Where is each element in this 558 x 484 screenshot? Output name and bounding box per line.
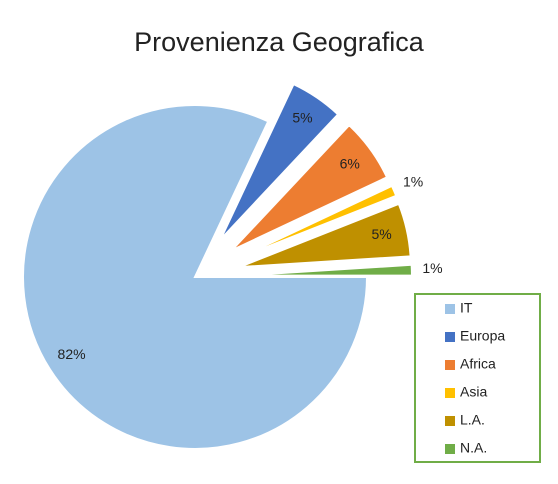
legend-swatch: [445, 360, 455, 370]
pie-slice: [230, 123, 389, 252]
legend-swatch: [445, 444, 455, 454]
data-label: 82%: [58, 346, 86, 362]
data-label: 5%: [371, 226, 391, 242]
legend-label: IT: [460, 300, 473, 316]
pie-slice: [235, 184, 398, 261]
legend-label: Europa: [460, 328, 505, 344]
data-label: 1%: [403, 173, 423, 189]
legend-swatch: [445, 332, 455, 342]
legend-label: Asia: [460, 384, 487, 400]
chart-title: Provenienza Geografica: [134, 27, 425, 57]
legend-swatch: [445, 388, 455, 398]
legend-label: L.A.: [460, 412, 485, 428]
legend-box: [414, 293, 541, 463]
data-label: 5%: [292, 110, 312, 126]
pie-slice: [22, 104, 369, 450]
legend-label: N.A.: [460, 440, 487, 456]
pie-slice: [219, 82, 340, 241]
data-label: 1%: [422, 260, 442, 276]
pie-slice: [238, 202, 412, 269]
legend-swatch: [445, 304, 455, 314]
legend-label: Africa: [460, 356, 496, 372]
pie-slice: [239, 263, 413, 277]
data-label: 6%: [340, 155, 360, 171]
legend-swatch: [445, 416, 455, 426]
